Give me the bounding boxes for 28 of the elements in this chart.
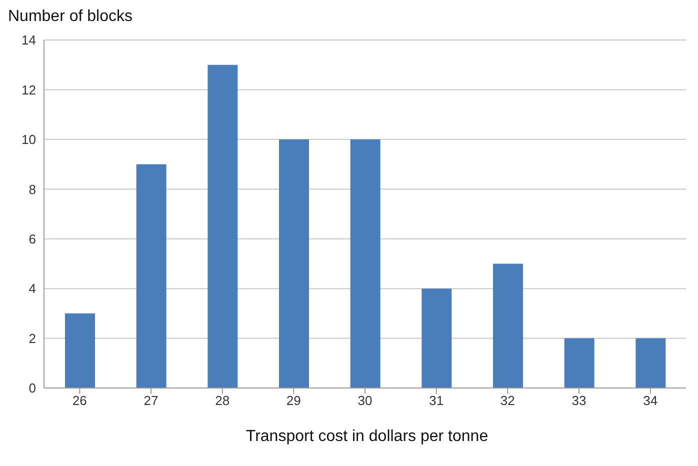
bar: [564, 338, 594, 388]
y-tick-label: 2: [28, 330, 36, 346]
x-tick-label: 32: [500, 393, 515, 408]
x-tick-label: 28: [215, 393, 230, 408]
bar: [208, 64, 238, 388]
y-tick-label: 12: [22, 82, 36, 98]
y-tick-label: 6: [28, 231, 36, 246]
bar: [65, 313, 95, 388]
y-tick-label: 8: [28, 182, 36, 197]
y-tick-label: 0: [28, 380, 36, 396]
y-tick-label: 14: [22, 32, 36, 48]
x-tick-label: 26: [72, 393, 87, 408]
y-tick-label: 10: [22, 132, 36, 148]
x-tick-label: 29: [286, 393, 301, 408]
bar: [422, 288, 452, 388]
bar: [636, 338, 666, 388]
bar: [279, 139, 309, 388]
x-tick-label: 33: [572, 393, 586, 408]
y-axis-title: Number of blocks: [8, 8, 132, 26]
y-tick-label: 4: [28, 281, 36, 296]
bar: [493, 264, 523, 388]
x-tick-label: 34: [643, 393, 658, 408]
x-tick-label: 31: [429, 393, 444, 408]
bar: [136, 164, 166, 388]
x-tick-label: 27: [144, 393, 158, 408]
x-tick-label: 30: [358, 393, 372, 408]
bar: [350, 139, 380, 388]
x-axis-title: Transport cost in dollars per tonne: [244, 428, 490, 446]
